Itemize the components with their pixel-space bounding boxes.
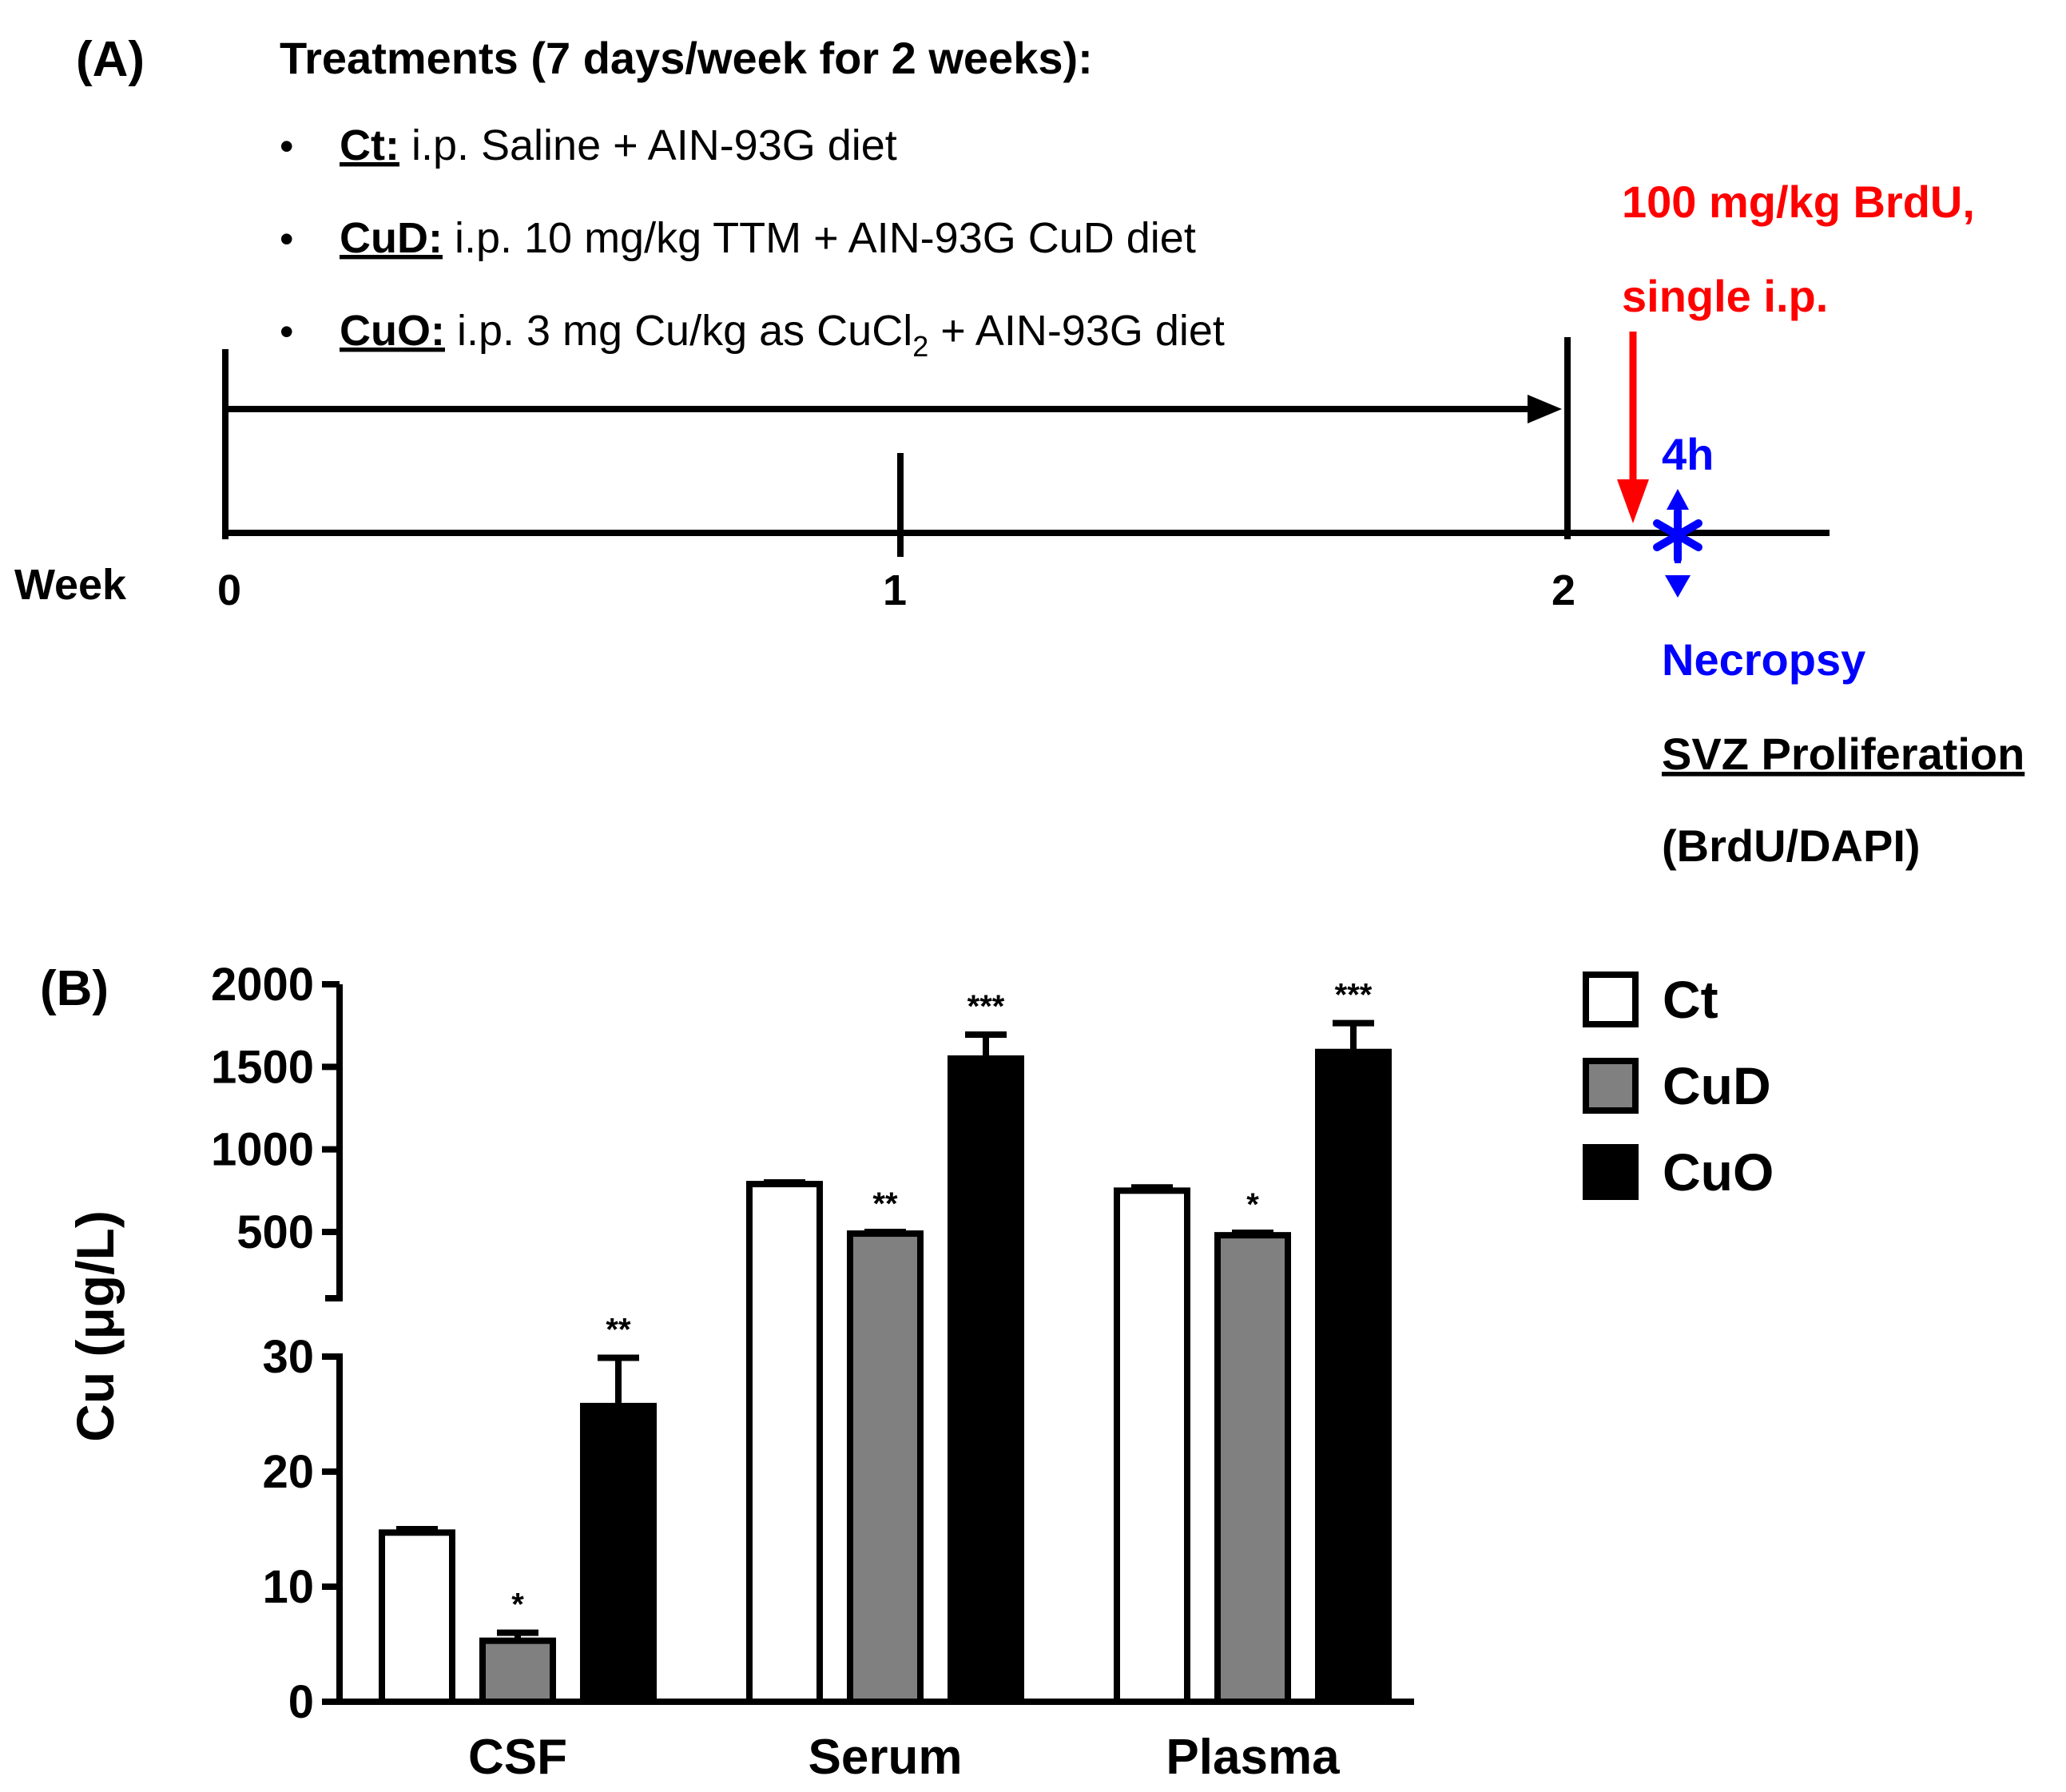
week-tick-label-0: 0 xyxy=(217,566,241,614)
x-tick-label: Serum xyxy=(809,1730,963,1785)
legend-label-ct: Ct xyxy=(1663,970,1718,1029)
treatment-name-cuo: CuO: xyxy=(340,307,445,355)
bar-ct-plasma xyxy=(1114,1187,1190,1706)
y-tick-label: 1000 xyxy=(211,1124,314,1176)
significance-label: ** xyxy=(606,1312,631,1347)
treatments-title: Treatments (7 days/week for 2 weeks): xyxy=(280,33,1093,83)
bullet: • xyxy=(280,124,294,169)
panel-a-label: (A) xyxy=(76,32,145,87)
bar-cuo-serum xyxy=(948,1055,1024,1705)
brdu-route-label: single i.p. xyxy=(1622,271,1828,321)
bar-ct-serum xyxy=(746,1181,823,1705)
treatment-desc-cuo: i.p. 3 mg Cu/kg as CuCl xyxy=(445,307,912,355)
treatment-name-ct: Ct: xyxy=(340,121,399,169)
y-tick-label: 1500 xyxy=(211,1041,314,1093)
legend-swatch-cud xyxy=(1583,1058,1639,1114)
bar-cud-plasma xyxy=(1214,1232,1291,1705)
y-tick-label: 20 xyxy=(262,1446,314,1498)
x-tick-label: Plasma xyxy=(1166,1730,1340,1785)
necropsy-up-arrowhead-icon xyxy=(1667,489,1689,510)
panel-b-label: (B) xyxy=(40,961,109,1016)
y-tick-label: 30 xyxy=(262,1331,314,1383)
bullet: • xyxy=(280,217,294,261)
legend-swatch-ct xyxy=(1583,971,1639,1027)
y-tick-label: 500 xyxy=(236,1206,314,1258)
significance-label: *** xyxy=(967,989,1005,1024)
treatment-duration-arrowhead xyxy=(1528,395,1562,423)
injection-arrowhead-icon xyxy=(1617,479,1649,523)
necropsy-down-arrowhead-icon xyxy=(1665,575,1691,598)
treatment-desc-cuo-after: + AIN-93G diet xyxy=(928,307,1225,355)
bullet: • xyxy=(280,309,294,354)
y-tick-label: 0 xyxy=(288,1676,314,1728)
y-tick-label: 2000 xyxy=(211,959,314,1011)
necropsy-label: Necropsy xyxy=(1662,634,1865,685)
treatment-desc-cud: i.p. 10 mg/kg TTM + AIN-93G CuD diet xyxy=(443,214,1196,262)
bar-chart: 0102030500100015002000***CSF*****Serum**… xyxy=(211,959,1774,1785)
panel-a: (A) Treatments (7 days/week for 2 weeks)… xyxy=(14,32,2024,871)
bar-cuo-plasma xyxy=(1315,1048,1392,1705)
asterisk-icon xyxy=(1653,507,1702,563)
brdu-injection: 100 mg/kg BrdU, single i.p. xyxy=(1617,177,1975,523)
significance-label: * xyxy=(1246,1187,1259,1222)
x-tick-label: CSF xyxy=(468,1730,567,1785)
treatment-item-ct: Ct: i.p. Saline + AIN-93G diet xyxy=(340,121,897,169)
bar-cud-serum xyxy=(847,1230,924,1705)
bar-ct-csf xyxy=(379,1529,455,1705)
y-axis-label: Cu (μg/L) xyxy=(66,1210,125,1442)
brdu-dose-label: 100 mg/kg BrdU, xyxy=(1622,177,1975,227)
delay-label: 4h xyxy=(1662,429,1714,479)
legend-swatch-cuo xyxy=(1583,1144,1639,1200)
week-axis-label: Week xyxy=(14,561,127,609)
subscript: 2 xyxy=(912,330,928,363)
timeline: Week 0 1 2 xyxy=(14,337,1830,614)
legend-label-cud: CuD xyxy=(1663,1056,1771,1115)
y-tick-label: 10 xyxy=(262,1561,314,1613)
treatment-item-cuo: CuO: i.p. 3 mg Cu/kg as CuCl2 + AIN-93G … xyxy=(340,307,1225,363)
bar-cuo-csf xyxy=(580,1402,657,1706)
significance-label: ** xyxy=(872,1186,898,1222)
brdu-dapi-label: (BrdU/DAPI) xyxy=(1662,821,1921,871)
week-tick-label-1: 1 xyxy=(883,566,907,614)
significance-label: * xyxy=(511,1587,524,1623)
treatment-item-cud: CuD: i.p. 10 mg/kg TTM + AIN-93G CuD die… xyxy=(340,214,1196,262)
significance-label: *** xyxy=(1335,978,1373,1013)
svz-proliferation-label: SVZ Proliferation xyxy=(1662,729,2024,779)
treatment-desc-ct: i.p. Saline + AIN-93G diet xyxy=(399,121,897,169)
bar-cud-csf xyxy=(479,1637,556,1705)
panel-b: (B) Cu (μg/L) 0102030500100015002000***C… xyxy=(40,959,1774,1785)
necropsy-marker: 4h Necropsy SVZ Proliferation (BrdU/DAPI… xyxy=(1653,429,2024,871)
legend-label-cuo: CuO xyxy=(1663,1142,1774,1202)
week-tick-label-2: 2 xyxy=(1551,566,1575,614)
treatment-name-cud: CuD: xyxy=(340,214,443,262)
treatment-list: • Ct: i.p. Saline + AIN-93G diet • CuD: … xyxy=(280,121,1225,363)
